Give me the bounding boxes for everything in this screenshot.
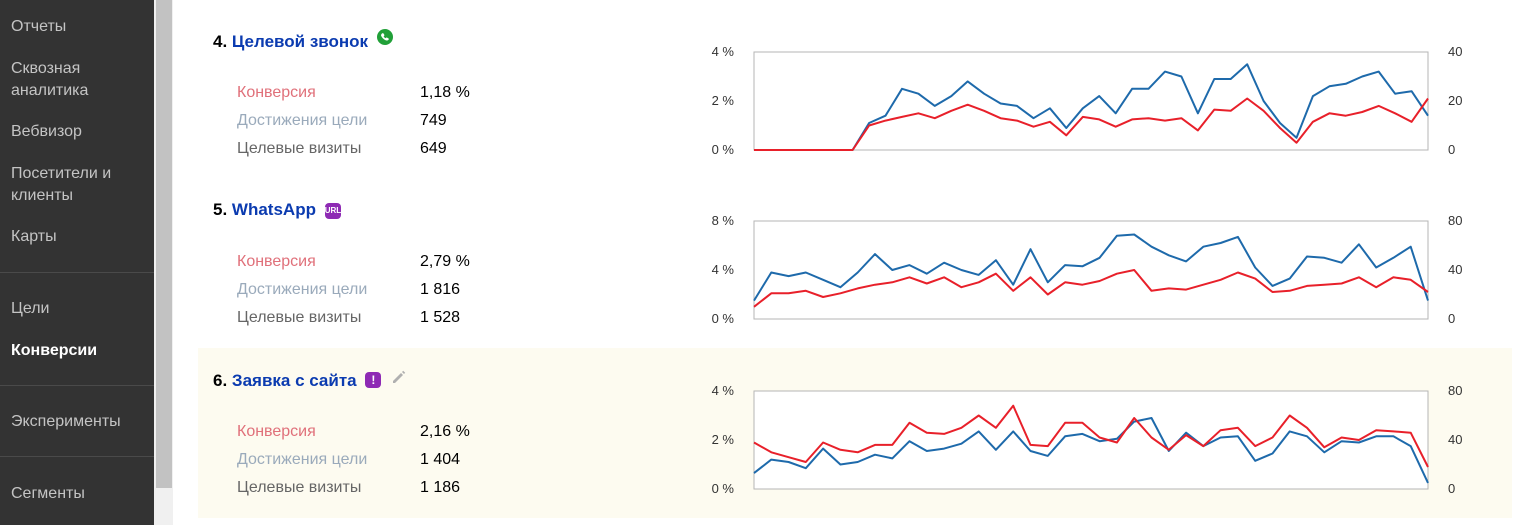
sidebar-item-visitors[interactable]: Посетители и клиенты <box>11 165 112 204</box>
reach-label: Достижения цели <box>237 112 368 129</box>
exclamation-icon: ! <box>365 372 382 388</box>
goal-name-link[interactable]: WhatsApp <box>231 200 316 219</box>
left-axis-tick-label: 4 % <box>712 383 735 398</box>
goal-number: 4. <box>213 32 228 51</box>
sidebar-item-reports[interactable]: Отчеты <box>11 18 67 35</box>
conversion-series-line <box>753 269 1429 308</box>
phone-icon <box>376 29 393 45</box>
visits-label: Целевые визиты <box>237 309 362 326</box>
conversion-value: 2,16 % <box>420 423 470 440</box>
goal-title: 6. Заявка с сайта ! <box>213 368 408 393</box>
scrollbar-thumb[interactable] <box>156 0 172 488</box>
conversion-label: Конверсия <box>237 84 316 101</box>
visits-value: 1 186 <box>420 479 461 496</box>
chart-frame <box>753 390 1429 490</box>
sidebar-divider <box>0 385 154 386</box>
reach-value: 1 404 <box>420 451 461 468</box>
goal-number: 6. <box>213 371 228 390</box>
sidebar-item-conversions[interactable]: Конверсии <box>11 342 98 359</box>
reach-label: Достижения цели <box>237 451 368 468</box>
sidebar-divider <box>0 456 154 457</box>
conversion-value: 1,18 % <box>420 84 470 101</box>
left-axis-tick-label: 2 % <box>712 432 735 447</box>
reach-value: 749 <box>420 112 447 129</box>
conversion-series-line <box>754 97 1429 151</box>
right-axis-tick-label: 40 <box>1448 44 1462 59</box>
right-axis-tick-label: 40 <box>1448 432 1462 447</box>
right-axis-tick-label: 80 <box>1448 213 1462 228</box>
goal-title: 4. Целевой звонок <box>213 29 393 54</box>
right-axis-tick-label: 0 <box>1448 481 1455 496</box>
left-axis-tick-label: 0 % <box>712 481 735 496</box>
goal-name-link[interactable]: Целевой звонок <box>231 32 369 51</box>
left-axis-tick-label: 2 % <box>712 93 735 108</box>
sidebar-item-experiments[interactable]: Эксперименты <box>11 413 121 430</box>
visits-value: 649 <box>420 140 447 157</box>
left-axis-tick-label: 4 % <box>712 262 735 277</box>
conversion-label: Конверсия <box>237 423 316 440</box>
sidebar: Отчеты Сквозная аналитика Вебвизор Посет… <box>0 0 154 525</box>
left-axis-tick-label: 8 % <box>712 213 735 228</box>
right-axis-tick-label: 40 <box>1448 262 1462 277</box>
chart-frame <box>753 220 1429 320</box>
goal-chart: 4 % 2 % 0 % 40 20 0 <box>712 44 1463 157</box>
left-axis-tick-label: 0 % <box>712 311 735 326</box>
goal-title: 5. WhatsApp URL <box>213 198 341 222</box>
sidebar-item-segments[interactable]: Сегменты <box>11 485 85 502</box>
goal-number: 5. <box>213 200 228 219</box>
sidebar-item-end-to-end-analytics[interactable]: Сквозная аналитика <box>11 60 89 99</box>
goal-block: 5. WhatsApp URL Конверсия 2,79 % Достиже… <box>198 189 1512 359</box>
left-axis-tick-label: 4 % <box>712 44 735 59</box>
right-axis-tick-label: 0 <box>1448 311 1455 326</box>
url-icon: URL <box>324 203 341 219</box>
sidebar-item-goals[interactable]: Цели <box>11 300 50 317</box>
right-axis-tick-label: 0 <box>1448 142 1455 157</box>
goal-block: 4. Целевой звонок Конверсия 1,18 % Дости… <box>198 20 1512 190</box>
sidebar-item-maps[interactable]: Карты <box>11 228 57 245</box>
reach-value: 1 816 <box>420 281 461 298</box>
goal-name-link[interactable]: Заявка с сайта <box>231 371 357 390</box>
goal-chart: 8 % 4 % 0 % 80 40 0 <box>712 213 1463 326</box>
visits-value: 1 528 <box>420 309 461 326</box>
goal-chart: 4 % 2 % 0 % 80 40 0 <box>712 383 1463 496</box>
pencil-icon[interactable] <box>390 368 408 393</box>
visits-label: Целевые визиты <box>237 479 362 496</box>
left-axis-tick-label: 0 % <box>712 142 735 157</box>
conversion-series-line <box>753 404 1429 468</box>
reach-series-line <box>753 233 1429 302</box>
sidebar-divider <box>0 272 154 273</box>
right-axis-tick-label: 20 <box>1448 93 1462 108</box>
sidebar-item-webvisor[interactable]: Вебвизор <box>11 123 82 140</box>
right-axis-tick-label: 80 <box>1448 383 1462 398</box>
reach-series-line <box>753 417 1429 484</box>
conversion-label: Конверсия <box>237 253 316 270</box>
visits-label: Целевые визиты <box>237 140 362 157</box>
conversion-value: 2,79 % <box>420 253 470 270</box>
reach-label: Достижения цели <box>237 281 368 298</box>
reach-series-line <box>754 63 1429 151</box>
